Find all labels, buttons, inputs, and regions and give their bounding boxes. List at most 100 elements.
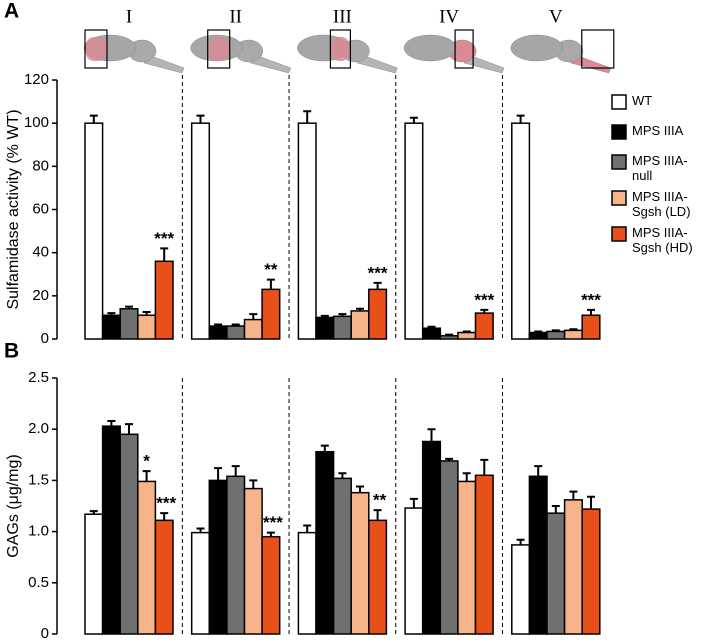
bar — [119, 308, 139, 340]
error-bar — [534, 330, 543, 333]
y-tick-label: 2.0 — [28, 420, 49, 437]
y-tick-label: 60 — [32, 200, 49, 217]
bar — [332, 315, 352, 340]
error-bar — [409, 497, 418, 509]
brain-region — [86, 37, 106, 61]
brain-region — [208, 37, 229, 61]
legend-swatch — [611, 190, 627, 206]
error-bar — [480, 308, 489, 314]
significance: *** — [368, 263, 388, 282]
bar — [84, 513, 104, 635]
bar — [208, 325, 228, 340]
bar — [226, 475, 246, 635]
region-box — [329, 29, 351, 69]
bar — [243, 487, 263, 635]
error-bar — [427, 325, 436, 329]
y-tick-label: 1.0 — [28, 523, 49, 540]
bar — [332, 477, 352, 635]
error-bar — [516, 538, 525, 545]
bar — [563, 329, 583, 340]
bar — [84, 122, 104, 340]
error-bar — [89, 510, 98, 515]
error-bar — [231, 323, 240, 327]
legend-swatch — [611, 124, 627, 140]
bar — [315, 316, 335, 340]
error-bar — [303, 110, 312, 124]
error-bar — [373, 509, 382, 521]
y-tick-label: 100 — [24, 114, 49, 131]
error-bar — [587, 308, 595, 316]
bar — [474, 312, 494, 340]
error-bar — [214, 323, 223, 327]
bar — [581, 508, 601, 635]
error-bar — [107, 312, 116, 316]
error-bar — [231, 465, 240, 477]
error-bar — [196, 114, 205, 124]
error-bar — [107, 420, 116, 427]
y-tick-label: 0.5 — [28, 574, 49, 591]
bar — [474, 474, 494, 635]
significance: ** — [373, 491, 387, 510]
bar — [368, 288, 388, 340]
bar — [350, 491, 370, 635]
bar — [208, 479, 228, 635]
error-bar — [266, 531, 275, 537]
error-bar — [249, 313, 258, 320]
category-label: II — [229, 6, 242, 27]
region-box — [84, 29, 108, 69]
significance: ** — [264, 260, 278, 279]
bar — [457, 331, 477, 340]
significance: *** — [154, 229, 174, 248]
error-bar — [160, 247, 169, 262]
panel-label: A — [4, 0, 19, 23]
y-tick-label: 0 — [41, 625, 49, 642]
error-bar — [338, 472, 347, 479]
bar — [421, 327, 442, 340]
panel-label: B — [4, 340, 19, 363]
error-bar — [569, 328, 578, 331]
error-bar — [373, 281, 382, 290]
bar — [154, 260, 174, 340]
significance: *** — [156, 494, 176, 513]
error-bar — [142, 470, 151, 482]
bar — [137, 314, 157, 340]
error-bar — [356, 307, 364, 311]
error-bar — [516, 114, 525, 124]
y-tick-label: 20 — [32, 287, 49, 304]
bar — [528, 331, 548, 340]
error-bar — [249, 479, 258, 489]
bar — [368, 519, 388, 635]
y-tick-label: 1.5 — [28, 471, 49, 488]
bar — [261, 288, 281, 340]
bar — [315, 450, 335, 635]
error-bar — [142, 311, 151, 316]
bar — [101, 314, 121, 340]
error-bar — [320, 314, 329, 318]
bar — [511, 544, 531, 635]
error-bar — [214, 467, 223, 481]
bar — [190, 531, 211, 635]
bar — [439, 460, 459, 635]
error-bar — [551, 329, 560, 332]
legend-swatch — [611, 154, 627, 170]
error-bar — [303, 524, 312, 533]
legend-label: WT — [632, 93, 652, 108]
error-bar — [409, 116, 418, 124]
region-box — [454, 29, 474, 69]
bar — [137, 480, 157, 635]
legend-swatch — [611, 226, 627, 242]
bar — [101, 425, 121, 635]
y-tick-label: 2.5 — [28, 369, 49, 386]
error-bar — [356, 485, 364, 493]
cerebrum — [403, 34, 457, 62]
y-axis-label: Sulfamidase activity (% WT) — [5, 109, 22, 309]
bar — [563, 499, 583, 635]
bar — [421, 440, 442, 635]
significance: *** — [581, 290, 601, 309]
bar — [457, 480, 477, 635]
error-bar — [462, 472, 471, 482]
bar — [511, 122, 531, 340]
error-bar — [320, 444, 329, 452]
bar — [243, 318, 263, 340]
y-tick-label: 120 — [24, 71, 49, 88]
